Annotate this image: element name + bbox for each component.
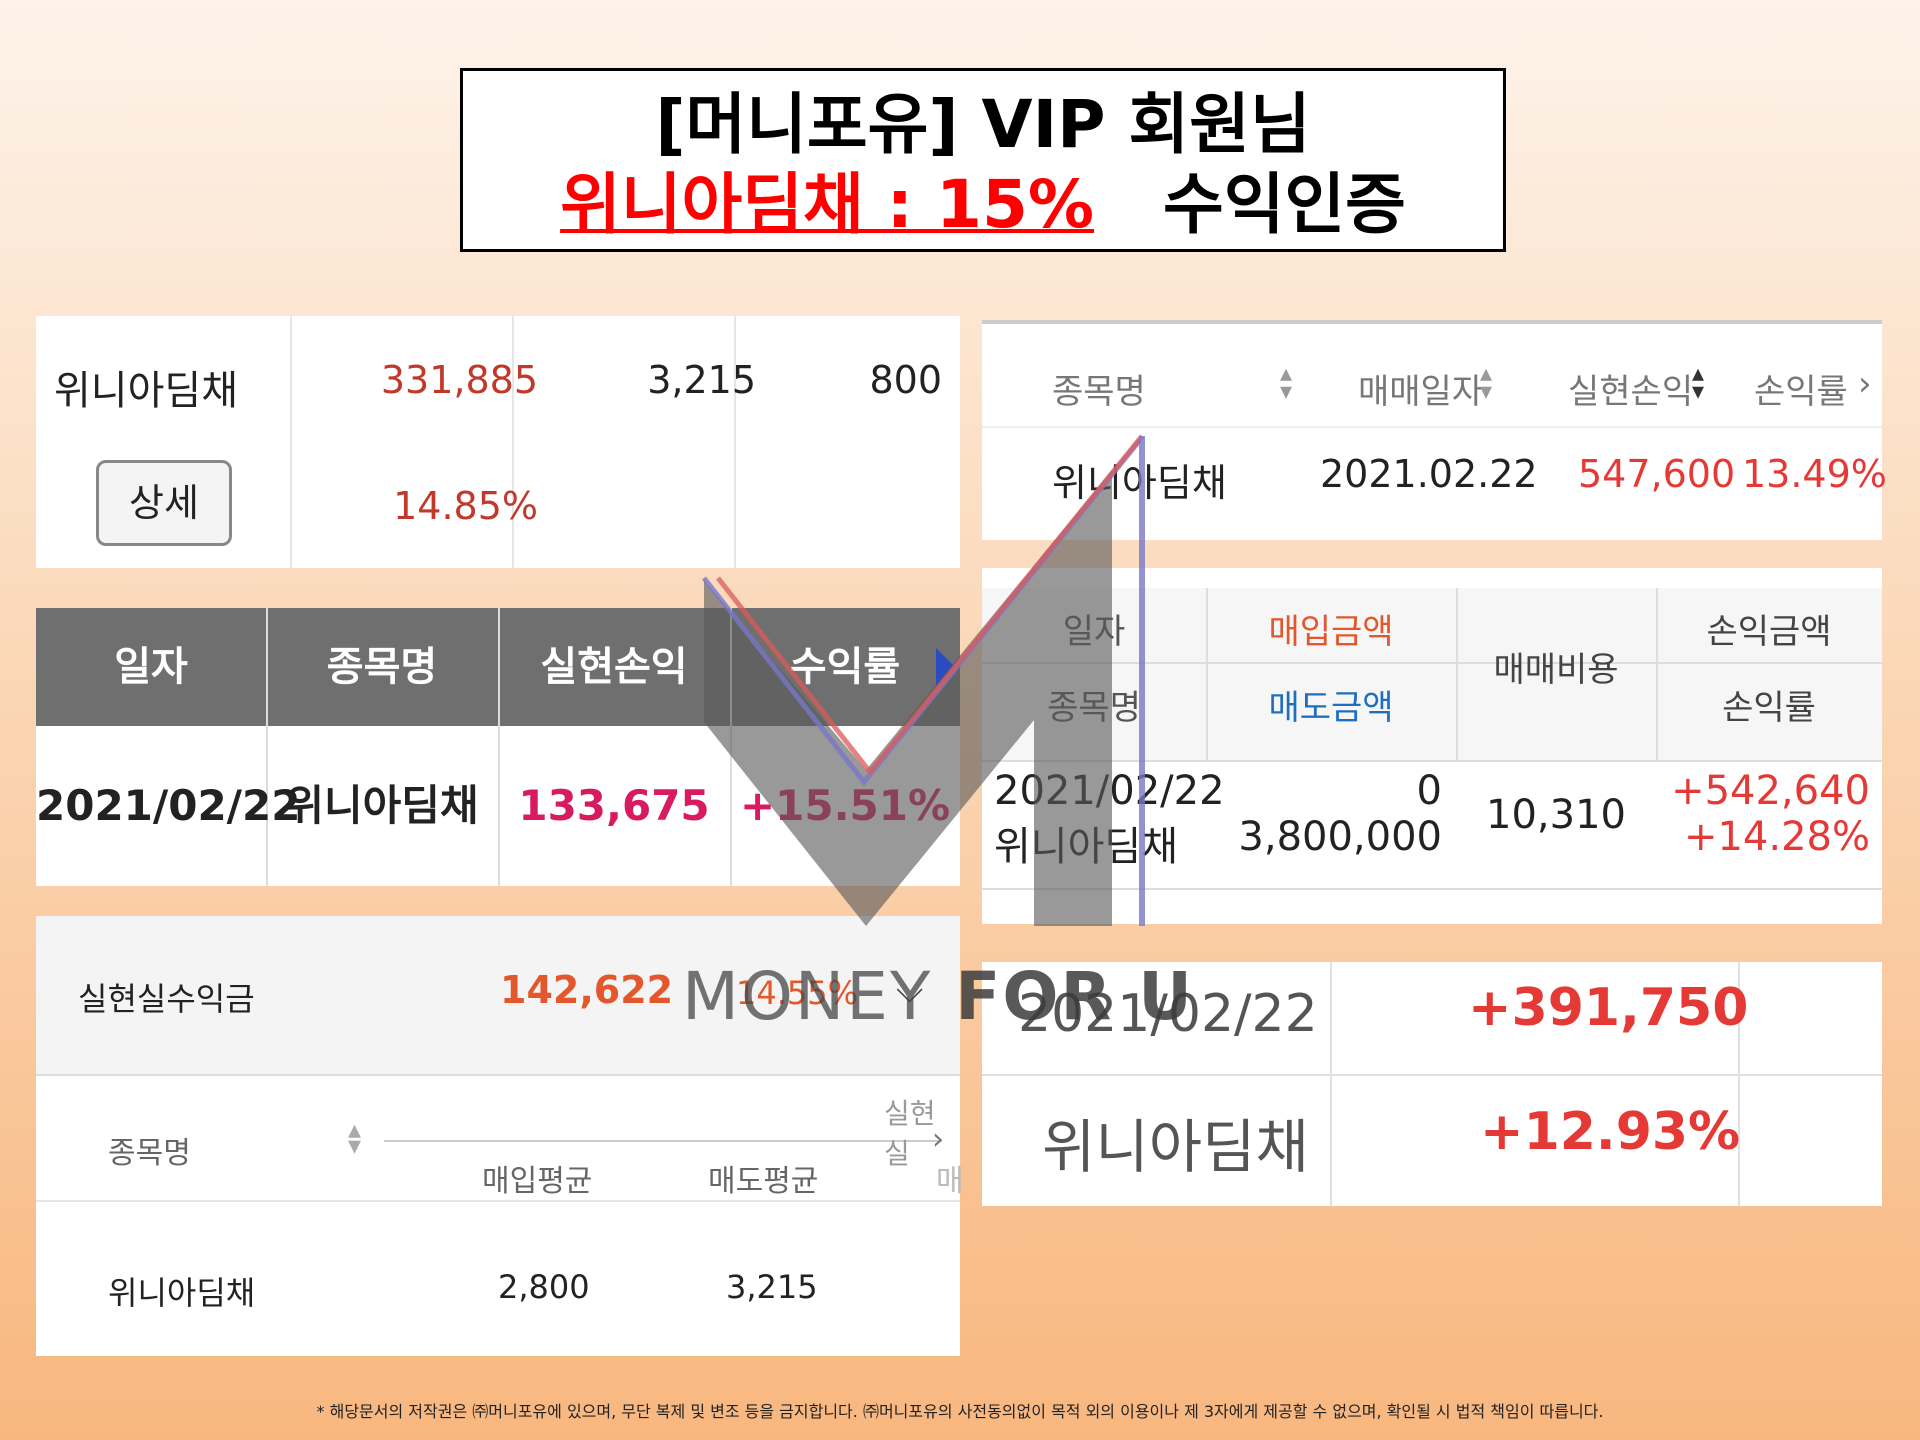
title-line-1: [머니포유] VIP 회원님 [655, 86, 1311, 163]
row-divider [36, 1200, 960, 1202]
header-fee: 매매비용 [1493, 650, 1619, 690]
row-divider [982, 1074, 1882, 1076]
row-buy-avg: 2,800 [498, 1268, 590, 1306]
row-fee: 10,310 [1486, 792, 1626, 838]
row-divider [982, 888, 1882, 890]
header-name[interactable]: 종목명 [326, 644, 438, 690]
header-date: 일자 [1062, 612, 1126, 652]
header-divider [982, 760, 1882, 762]
watermark-for-u: FOR U [955, 958, 1194, 1035]
row-rate: +12.93% [1480, 1102, 1741, 1162]
sort-desc-icon[interactable]: ▴ ▾ [1692, 359, 1705, 405]
row-amount: +391,750 [1468, 978, 1749, 1038]
row-profit: 547,600 [1578, 452, 1736, 496]
valuation-loss: 331,885 [380, 358, 538, 402]
row-date: 2021/02/22 [994, 768, 1225, 814]
column-divider [1656, 588, 1658, 760]
holding-summary-panel: 위니아딤채 상세 331,885 3,215 800 14.85% [36, 316, 960, 568]
watermark-money: MONEY [682, 958, 933, 1035]
chevron-right-icon[interactable]: › [1858, 364, 1872, 404]
row-date: 2021/02/22 [1018, 984, 1318, 1044]
header-sell-amount: 매도금액 [1268, 688, 1394, 728]
header-buy-amount: 매입금액 [1268, 612, 1394, 652]
row-name: 위니아딤채 [1042, 1113, 1309, 1181]
row-profit: 133,675 [518, 781, 710, 830]
title-box: [머니포유] VIP 회원님 위니아딤채 : 15% 수익인증 [460, 68, 1506, 252]
header-pl-amount: 손익금액 [1706, 612, 1832, 652]
column-divider [512, 316, 514, 568]
title-suffix: 수익인증 [1162, 166, 1406, 243]
header-realized: 실현실 [884, 1097, 936, 1170]
header-pl-rate: 손익률 [1722, 688, 1816, 728]
chevron-right-icon[interactable]: › [932, 1122, 944, 1157]
row-name: 위니아딤채 [994, 824, 1178, 870]
summary-label: 실현실수익금 [78, 980, 255, 1018]
header-name[interactable]: 종목명 [108, 1136, 191, 1171]
detail-button[interactable]: 상세 [96, 460, 232, 546]
trade-history-table: 종목명 ▴ ▾ 매매일자 ▴ ▾ 실현손익 ▴ ▾ 손익률 › 위니아딤채 2021.… [982, 320, 1887, 540]
header-extra: 매 [936, 1164, 964, 1199]
header-buy-avg: 매입평균 [482, 1164, 593, 1199]
current-price: 3,215 [647, 358, 756, 402]
summary-bar [36, 916, 960, 1076]
realized-profit-table: 일자 종목명 실현손익 수익률 2021/02/22 위니아딤채 133,675… [36, 608, 960, 886]
header-profit[interactable]: 실현손익 [540, 644, 688, 690]
header-rule [384, 1140, 942, 1142]
column-divider [1206, 588, 1208, 760]
row-rate: 13.49% [1742, 452, 1887, 496]
copyright-footer: * 해당문서의 저작권은 ㈜머니포유에 있으며, 무단 복제 및 변조 등을 금… [316, 1402, 1604, 1421]
return-rate: 14.85% [393, 484, 538, 528]
sort-icon[interactable]: ▴ ▾ [1480, 359, 1493, 405]
row-date: 2021/02/22 [36, 781, 301, 830]
header-sell-avg: 매도평균 [708, 1164, 819, 1199]
summary-rate: 14.55% [736, 974, 859, 1012]
title-highlight: 위니아딤채 : 15% [560, 166, 1095, 243]
row-date: 2021.02.22 [1320, 452, 1538, 496]
summary-amount: 142,622 [500, 968, 674, 1012]
chevron-down-icon[interactable]: ⌵ [896, 970, 924, 1011]
header-name[interactable]: 종목명 [1052, 372, 1146, 412]
header-trade-date[interactable]: 매매일자 [1358, 372, 1484, 412]
header-date[interactable]: 일자 [114, 644, 188, 690]
column-divider [266, 608, 268, 886]
title-line-2: 위니아딤채 : 15% 수익인증 [463, 165, 1503, 245]
header-rate[interactable]: 손익률 [1754, 372, 1848, 412]
realized-net-profit-panel: 실현실수익금 142,622 14.55% ⌵ 종목명 ▴ ▾ 실현실 › 매입평… [36, 916, 964, 1356]
row-sell-avg: 3,215 [726, 1268, 818, 1306]
row-rate: +15.51% [739, 781, 951, 830]
column-divider [1456, 588, 1458, 760]
column-divider [1330, 962, 1332, 1206]
profit-loss-detail-table: 일자 종목명 매입금액 매도금액 매매비용 손익금액 손익률 2021/02/2… [982, 568, 1882, 924]
row-name: 위니아딤채 [1052, 461, 1227, 505]
sort-icon[interactable]: ▴ ▾ [348, 1115, 362, 1161]
column-divider [1738, 962, 1740, 1206]
row-name: 위니아딤채 [108, 1274, 256, 1312]
quantity: 800 [869, 358, 942, 402]
header-mid-divider [982, 662, 1882, 664]
header-rate[interactable]: 수익률 [789, 644, 901, 690]
header-profit[interactable]: 실현손익 [1568, 372, 1694, 412]
column-divider [498, 608, 500, 886]
row-sell-amount: 3,800,000 [1238, 814, 1442, 860]
header-divider [982, 426, 1882, 428]
column-divider [290, 316, 292, 568]
row-name: 위니아딤채 [285, 781, 479, 830]
column-divider [734, 316, 736, 568]
header-name: 종목명 [1047, 688, 1141, 728]
stock-name: 위니아딤채 [54, 368, 238, 414]
row-pl-rate: +14.28% [1683, 814, 1870, 860]
next-arrow-icon[interactable] [936, 648, 956, 688]
watermark-text: MONEY FOR U [682, 958, 1194, 1035]
daily-profit-panel: 2021/02/22 +391,750 위니아딤채 +12.93% [982, 962, 1882, 1206]
top-border [982, 320, 1882, 324]
sort-icon[interactable]: ▴ ▾ [1280, 359, 1293, 405]
row-buy-amount: 0 [1416, 768, 1442, 814]
row-pl-amount: +542,640 [1671, 768, 1870, 814]
